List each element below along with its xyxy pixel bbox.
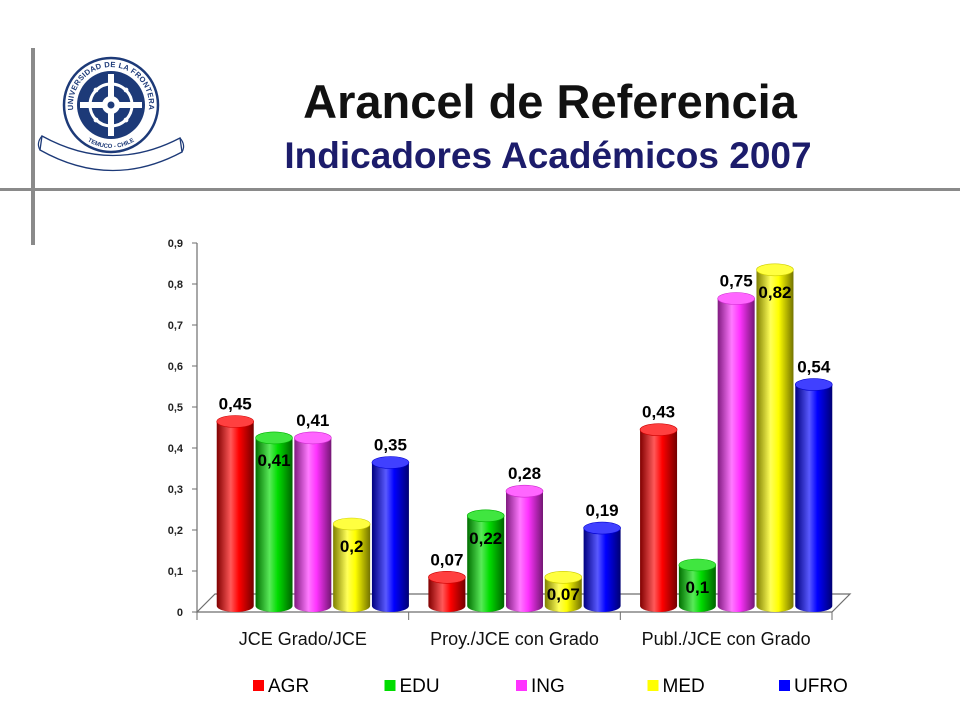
legend-swatch-edu <box>384 680 396 691</box>
data-label: 0,19 <box>586 501 619 520</box>
x-category-label: Proy./JCE con Grado <box>430 629 599 649</box>
bar-cap <box>756 263 794 277</box>
bar-body <box>795 384 833 612</box>
bar-ing-2 <box>505 484 544 612</box>
data-label: 0,43 <box>642 403 675 422</box>
slide-subtitle: Indicadores Académicos 2007 <box>284 135 812 176</box>
data-label: 0,82 <box>758 283 791 302</box>
legend-label-ing: ING <box>531 676 565 697</box>
vertical-rule <box>31 48 35 245</box>
bar-cap <box>794 378 833 391</box>
legend-label-agr: AGR <box>268 676 309 697</box>
bar-cap <box>216 415 255 428</box>
bar-body <box>640 429 678 612</box>
y-tick-label: 0,3 <box>168 484 183 496</box>
bar-ufro-1 <box>371 456 410 612</box>
bar-body <box>294 437 332 612</box>
bar-cap <box>466 509 505 523</box>
bar-body <box>216 421 254 612</box>
bar-cap <box>371 456 410 469</box>
legend-swatch-ing <box>516 680 527 691</box>
y-tick-label: 0,4 <box>168 443 184 455</box>
y-tick-label: 0,7 <box>168 320 183 332</box>
y-tick-label: 0,8 <box>168 279 183 291</box>
slide-title: Arancel de Referencia <box>303 75 797 128</box>
university-seal-logo: UNIVERSIDAD DE LA FRONTERA TEMUCO - CHIL… <box>37 56 185 172</box>
bar-edu-3 <box>678 558 717 612</box>
bar-cap <box>717 292 755 305</box>
bar-cap <box>583 521 621 535</box>
seal-center-dot <box>107 101 115 109</box>
bar-cap <box>255 431 293 445</box>
bar-ing-1 <box>294 431 332 612</box>
bar-body <box>544 577 582 612</box>
data-label: 0,22 <box>469 529 502 548</box>
bar-cap <box>332 517 371 531</box>
data-label: 0,28 <box>508 464 541 483</box>
seal-banner-fold-left <box>37 135 43 151</box>
bar-body <box>678 565 716 612</box>
bar-med-2 <box>544 570 583 612</box>
data-label: 0,07 <box>430 550 463 569</box>
y-tick-label: 0,6 <box>168 361 183 373</box>
seal-dot-icon <box>123 87 129 93</box>
bar-ing-3 <box>717 292 755 612</box>
y-tick-label: 0,9 <box>168 238 183 250</box>
data-label: 0,1 <box>686 578 710 597</box>
bar-ufro-3 <box>794 378 833 612</box>
bar-body <box>717 298 755 612</box>
bar-body <box>428 577 466 612</box>
data-label: 0,35 <box>374 436 407 455</box>
data-label: 0,07 <box>547 585 580 604</box>
seal-dot-icon <box>93 87 99 93</box>
y-tick-label: 0,2 <box>168 525 183 537</box>
data-label: 0,41 <box>257 451 290 470</box>
bar-ufro-2 <box>583 521 621 612</box>
y-tick-label: 0 <box>177 607 183 619</box>
bar-edu-2 <box>466 509 505 612</box>
bar-med-1 <box>332 517 371 612</box>
bar-body <box>371 462 409 612</box>
y-tick-label: 0,1 <box>168 566 183 578</box>
bar-cap <box>428 570 466 584</box>
horizontal-rule <box>0 188 960 191</box>
bar-body <box>506 491 543 612</box>
bar-cap <box>678 558 717 572</box>
bar-body <box>467 515 505 612</box>
bar-edu-1 <box>255 431 293 612</box>
data-label: 0,2 <box>340 537 364 556</box>
bar-agr-3 <box>639 423 678 612</box>
legend-label-med: MED <box>663 676 705 697</box>
legend-swatch-med <box>647 680 659 691</box>
data-label: 0,75 <box>720 272 753 291</box>
seal-dot-icon <box>123 117 129 123</box>
data-label: 0,41 <box>296 411 329 430</box>
bar-body <box>756 269 794 612</box>
bar-agr-2 <box>428 570 466 612</box>
x-category-label: Publ./JCE con Grado <box>642 629 811 649</box>
bar-body <box>583 528 621 612</box>
seal-banner-fold-right <box>179 137 185 153</box>
bar-body <box>333 524 371 612</box>
x-category-label: JCE Grado/JCE <box>239 629 367 649</box>
data-label: 0,54 <box>797 358 831 377</box>
bar-cap <box>639 423 678 437</box>
legend-label-edu: EDU <box>400 676 440 697</box>
y-tick-label: 0,5 <box>168 402 183 414</box>
bar-body <box>255 437 293 612</box>
data-label: 0,45 <box>219 395 252 414</box>
bar-cap <box>544 570 583 584</box>
legend-swatch-ufro <box>779 680 790 691</box>
bar-cap <box>505 484 544 498</box>
bar-cap <box>294 431 332 445</box>
bar-med-3 <box>756 263 794 612</box>
seal-dot-icon <box>93 117 99 123</box>
legend-label-ufro: UFRO <box>794 676 848 697</box>
legend-swatch-agr <box>253 680 264 691</box>
bar-agr-1 <box>216 415 255 612</box>
